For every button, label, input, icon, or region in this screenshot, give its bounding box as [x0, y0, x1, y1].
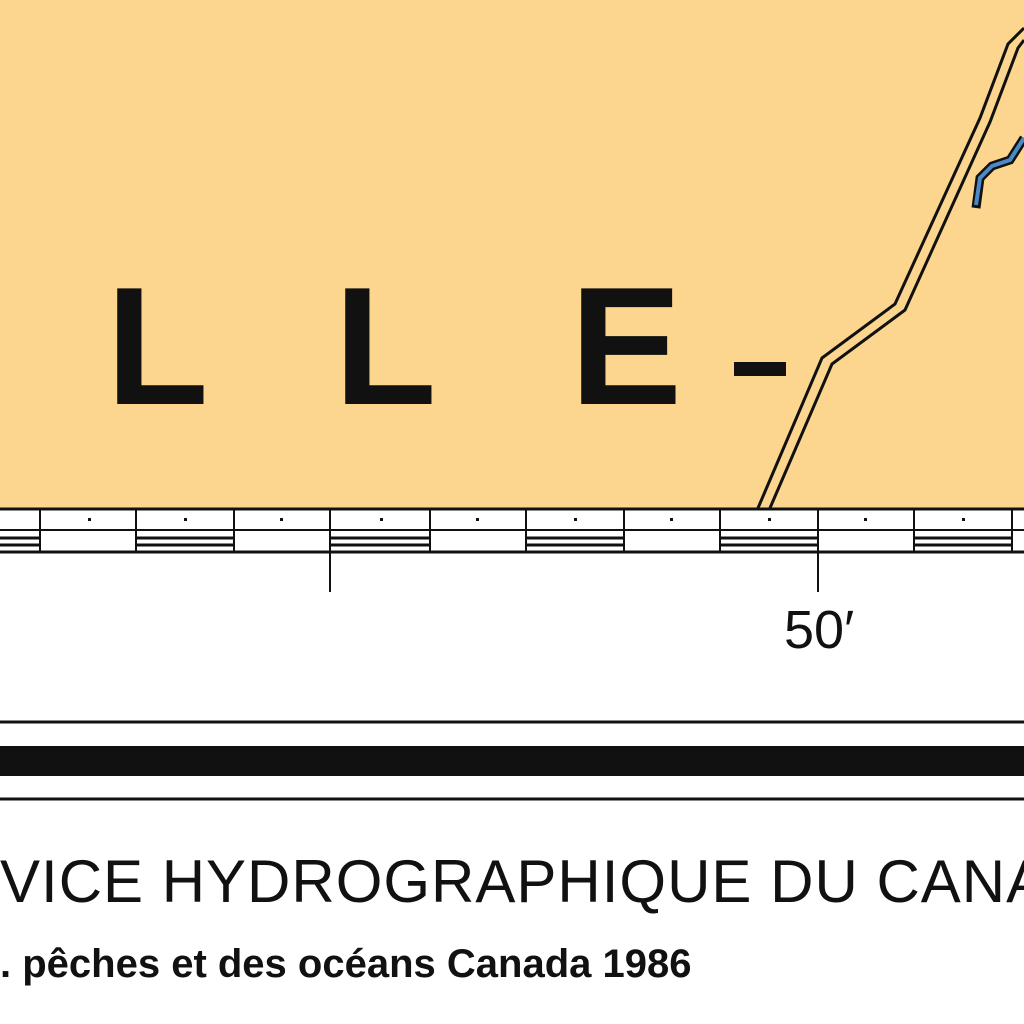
place-name-dash [734, 362, 786, 376]
river [971, 135, 1024, 209]
border-scale [0, 507, 1024, 592]
place-name-letter: L [106, 252, 209, 440]
outer-frame [0, 720, 1024, 801]
land-area [0, 0, 1024, 508]
copyright-line: . pêches et des océans Canada 1986 [0, 942, 692, 986]
place-name-letter: E [570, 252, 683, 440]
agency-title: VICE HYDROGRAPHIQUE DU CANA [0, 848, 1024, 915]
place-name-letter: L [334, 252, 437, 440]
longitude-tick-label: 50′ [784, 600, 855, 660]
road [756, 26, 1024, 509]
